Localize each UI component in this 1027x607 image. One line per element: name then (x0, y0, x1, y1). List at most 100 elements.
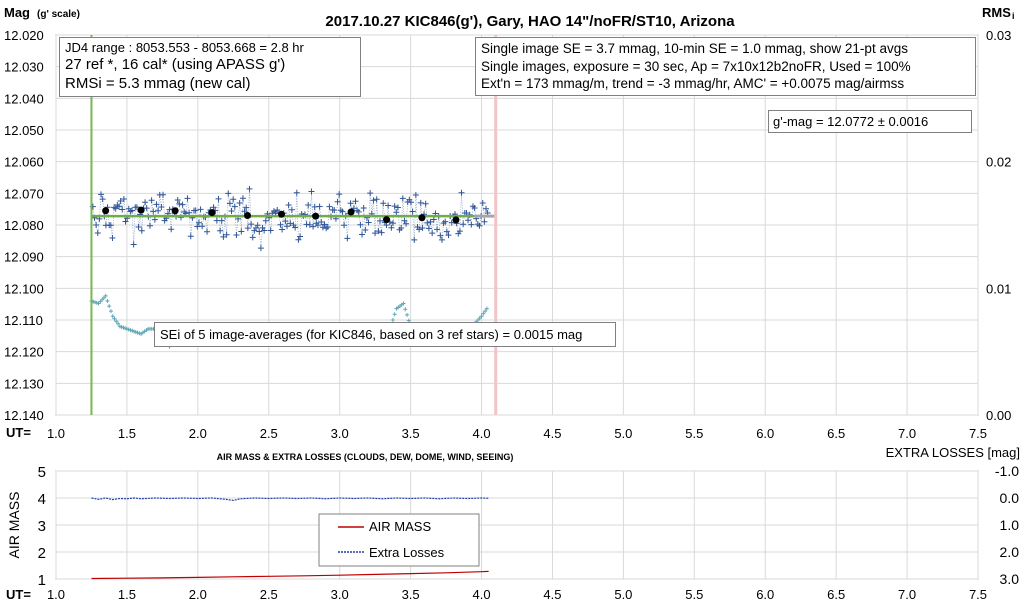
magnitude-point (112, 205, 119, 212)
upper-x-tick-label: 3.0 (331, 426, 349, 441)
magnitude-point (223, 231, 230, 238)
lower-y-tick-label: 1 (38, 572, 46, 589)
magnitude-point (184, 195, 191, 202)
average-point (278, 210, 286, 218)
ref-stars-text: 27 ref *, 16 cal* (using APASS g') (65, 56, 286, 74)
magnitude-point (429, 230, 436, 237)
upper-x-tick-label: 5.5 (685, 426, 703, 441)
magnitude-point (135, 224, 142, 231)
magnitude-point (334, 198, 341, 205)
average-point (171, 207, 179, 215)
upper-x-tick-label: 2.5 (260, 426, 278, 441)
magnitude-point (130, 241, 137, 248)
magnitude-point (483, 205, 490, 212)
y-axis-label-sub: (g' scale) (37, 9, 80, 20)
magnitude-point (248, 221, 255, 228)
upper-y-tick-label: 12.140 (4, 408, 44, 423)
lower-x-tick-label: 5.5 (685, 587, 703, 602)
magnitude-point (158, 203, 165, 210)
average-point (243, 212, 251, 219)
magnitude-point (434, 226, 441, 233)
magnitude-point (324, 223, 331, 230)
magnitude-point (233, 231, 240, 238)
extinction-text: Ext'n = 173 mmag/m, trend = -3 mmag/hr, … (481, 76, 905, 92)
upper-x-tick-label: 4.0 (472, 426, 490, 441)
upper-grid (55, 34, 979, 416)
magnitude-point (94, 229, 101, 236)
magnitude-point (261, 227, 268, 234)
rms-point (112, 316, 117, 321)
average-point (312, 212, 320, 220)
lower-x-tick-label: 3.5 (402, 587, 420, 602)
magnitude-point (146, 222, 153, 229)
rms-point (107, 304, 112, 309)
magnitude-point (411, 236, 418, 243)
magnitude-point (318, 218, 325, 225)
magnitude-point (383, 222, 390, 229)
upper-x-tick-label: 4.5 (543, 426, 561, 441)
rms-point (110, 314, 115, 319)
magnitude-point (179, 201, 186, 208)
magnitude-point (262, 217, 269, 224)
lower-y-tick-label: 4 (38, 491, 46, 508)
magnitude-point (388, 224, 395, 231)
magnitude-point (403, 220, 410, 227)
rms-point (103, 293, 108, 298)
magnitude-point (365, 219, 372, 226)
magnitude-point (238, 228, 245, 235)
magnitude-point (160, 191, 167, 198)
magnitude-point (336, 191, 343, 198)
magnitude-point (204, 228, 211, 235)
magnitude-point (355, 208, 362, 215)
magnitude-point (476, 222, 483, 229)
magnitude-point (244, 225, 251, 232)
magnitude-point (138, 227, 145, 234)
rms-point (108, 309, 113, 314)
magnitude-point (372, 230, 379, 237)
magnitude-point (151, 216, 158, 223)
lower-x-tick-label: 6.5 (827, 587, 845, 602)
magnitude-point (195, 219, 202, 226)
upper-x-tick-label: 6.0 (756, 426, 774, 441)
magnitude-point (378, 229, 385, 236)
magnitude-point (427, 218, 434, 225)
upper-y-tick-label: 12.050 (4, 123, 44, 138)
chart-title: 2017.10.27 KIC846(g'), Gary, HAO 14"/noF… (325, 13, 735, 30)
upper-x-tick-label: 7.0 (898, 426, 916, 441)
magnitude-point (254, 222, 261, 229)
magnitude-point (274, 207, 281, 214)
magnitude-point (352, 198, 359, 205)
magnitude-point (419, 225, 426, 232)
magnitude-point (119, 206, 126, 213)
magnitude-point (359, 231, 366, 238)
magnitude-point (458, 189, 465, 196)
y2-axis-label-sub: i (1012, 11, 1015, 21)
lower-legend: AIR MASS Extra Losses (318, 513, 480, 567)
magnitude-point (256, 228, 263, 235)
rms-point (479, 314, 484, 319)
extra-losses-series-line (91, 497, 489, 502)
magnitude-point (109, 235, 116, 242)
magnitude-point (438, 236, 445, 243)
upper-x-tick-labels: 1.0 1.5 2.0 2.5 3.0 3.5 4.0 4.5 5.0 5.5 6.0 6.5 7.0 7… (47, 426, 987, 441)
magnitude-point (416, 226, 423, 233)
magnitude-point (385, 202, 392, 209)
image-se-text: Single image SE = 3.7 mmag, 10-min SE = … (481, 41, 908, 56)
legend-air-mass-label: AIR MASS (369, 519, 431, 534)
magnitude-point (376, 217, 383, 224)
rms-point (116, 321, 121, 326)
lower-x-tick-label: 7.5 (969, 587, 987, 602)
magnitude-point (430, 216, 437, 223)
magnitude-point (225, 190, 232, 197)
magnitude-point (115, 203, 122, 210)
rms-point (483, 309, 488, 314)
lower-x-tick-label: 3.0 (331, 587, 349, 602)
magnitude-point (210, 204, 217, 211)
magnitude-point (199, 223, 206, 230)
lower-x-tick-label: 4.5 (543, 587, 561, 602)
magnitude-point (425, 225, 432, 232)
magnitude-point (129, 207, 136, 214)
magnitude-point (117, 198, 124, 205)
lower-y2-tick-label: 3.0 (1000, 571, 1020, 587)
